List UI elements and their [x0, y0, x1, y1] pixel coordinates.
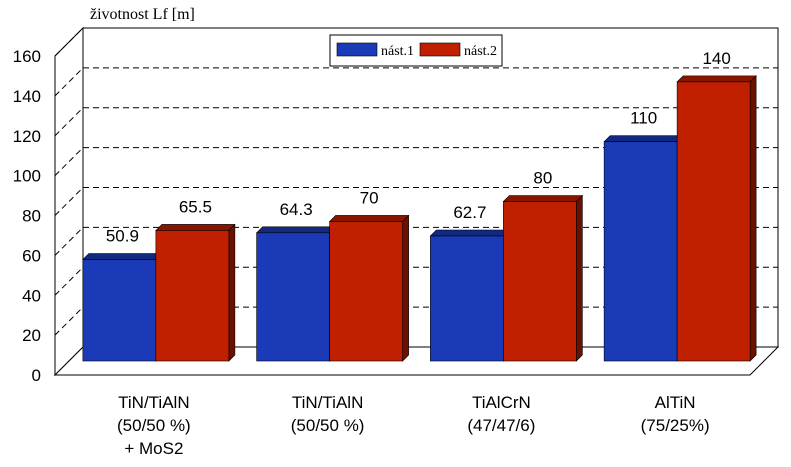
- legend-label: nást.1: [381, 44, 414, 59]
- floor: [53, 346, 780, 376]
- data-label: 50.9: [106, 227, 139, 246]
- data-label: 110: [630, 109, 657, 128]
- y-tick-label: 140: [13, 87, 41, 106]
- data-label: 80: [533, 169, 552, 188]
- y-tick-label: 0: [32, 366, 41, 385]
- y-tick-label: 60: [22, 246, 41, 265]
- y-tick-label: 100: [13, 167, 41, 186]
- side-wall: [54, 26, 84, 377]
- y-tick-label: 40: [22, 286, 41, 305]
- gridline-side: [54, 306, 84, 336]
- data-label: 70: [360, 188, 379, 207]
- y-tick-label: 80: [22, 207, 41, 226]
- bar-1-4: [603, 134, 684, 362]
- bar-1-3: [429, 229, 511, 362]
- data-label: 65.5: [179, 197, 212, 216]
- gridline-side: [54, 147, 84, 176]
- y-tick-label: 20: [22, 326, 41, 345]
- legend-swatch: [419, 42, 461, 57]
- category-labels: TiN/TiAlN (50/50 %) + MoS2 TiN/TiAlN (50/50 …: [117, 393, 710, 458]
- category-label: TiN/TiAlN (50/50 %) + MoS2: [117, 393, 191, 458]
- y-axis-label: životnost Lf [m]: [90, 6, 195, 23]
- gridline-side: [54, 27, 84, 57]
- bar-2-4: [676, 75, 757, 362]
- data-label: 140: [702, 49, 730, 68]
- gridline-side: [54, 227, 84, 256]
- data-labels: 50.9 65.5 64.3 70 62.7 80 110 140: [106, 49, 731, 246]
- legend-swatch: [336, 42, 378, 57]
- bar-2-1: [155, 223, 236, 362]
- bars: [82, 75, 757, 362]
- category-label: TiAlCrN (47/47/6): [467, 393, 535, 435]
- bar-2-2: [328, 214, 410, 362]
- gridline-side: [54, 107, 84, 137]
- y-tick-label: 120: [13, 127, 41, 146]
- category-label: TiN/TiAlN (50/50 %): [291, 393, 365, 435]
- data-label: 62.7: [453, 203, 486, 222]
- legend: nást.1 nást.2: [329, 34, 503, 67]
- gridline-side: [54, 266, 84, 296]
- gridline-side: [54, 187, 84, 216]
- bar-2-3: [502, 194, 584, 362]
- y-axis-ticks: 0 20 40 60 80 100 120 140 160: [13, 47, 41, 385]
- legend-label: nást.2: [464, 44, 497, 59]
- bar-1-1: [82, 252, 163, 362]
- data-label: 64.3: [280, 200, 313, 219]
- category-label: AlTiN (75/25%): [641, 393, 710, 435]
- bar-1-2: [255, 226, 337, 362]
- y-tick-label: 160: [13, 47, 41, 66]
- gridline-side: [54, 67, 84, 97]
